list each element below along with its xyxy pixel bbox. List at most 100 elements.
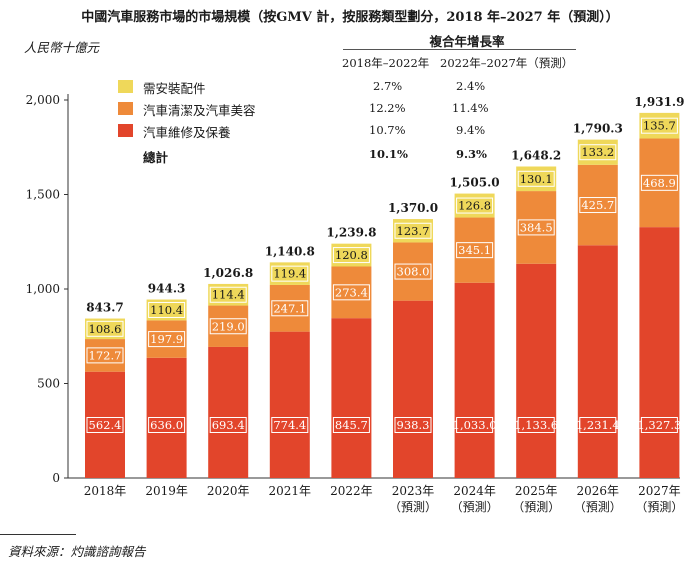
segment-value-label: 273.4 — [335, 285, 368, 299]
segment-label-box — [86, 417, 124, 433]
segment-value-label: 130.1 — [520, 172, 553, 186]
segment-label-box — [394, 222, 432, 239]
segment-value-label: 123.7 — [397, 224, 430, 238]
segment-value-label: 135.7 — [643, 119, 676, 133]
x-tick-note: （預測） — [574, 500, 622, 514]
segment-value-label: 172.7 — [89, 348, 122, 362]
chart-title: 中國汽車服務市場的市場規模（按GMV 計，按服務類型劃分，2018 年–2027… — [81, 10, 619, 25]
segment-label-box — [579, 417, 617, 433]
segment-label-box — [332, 417, 370, 433]
x-tick-label: 2018年 — [84, 484, 127, 498]
segment-value-label: 110.4 — [150, 303, 183, 317]
legend-swatch-repair — [118, 124, 133, 137]
bar-segment-repair — [393, 300, 433, 478]
segment-value-label: 425.7 — [581, 198, 614, 212]
segment-value-label: 1,133.6 — [514, 418, 558, 432]
x-tick-label: 2021年 — [269, 484, 312, 498]
segment-label-box — [394, 263, 432, 280]
segment-label-box — [209, 417, 247, 433]
segment-value-label: 119.4 — [273, 267, 306, 281]
x-tick-label: 2025年 — [515, 484, 558, 498]
total-value-label: 1,931.9 — [634, 95, 684, 109]
x-tick-note: （預測） — [635, 500, 683, 514]
y-tick-label: 1,000 — [26, 282, 60, 296]
x-tick-note: （預測） — [512, 500, 560, 514]
segment-value-label: 468.9 — [643, 176, 676, 190]
segment-label-box — [640, 417, 678, 433]
x-tick-label: 2024年 — [453, 484, 496, 498]
x-tick-label: 2019年 — [145, 484, 188, 498]
legend-swatch-accessories — [118, 80, 133, 93]
x-tick-label: 2022年 — [330, 484, 373, 498]
total-value-label: 843.7 — [86, 301, 124, 315]
x-tick-label: 2023年 — [392, 484, 435, 498]
cagr-period-1: 2018年–2022年 — [342, 56, 430, 70]
cagr-repair-p2: 9.4% — [456, 123, 486, 137]
segment-value-label: 845.7 — [335, 418, 368, 432]
segment-value-label: 197.9 — [150, 332, 183, 346]
segment-label-box — [271, 417, 309, 433]
legend-label-repair: 汽車維修及保養 — [143, 125, 231, 140]
segment-label-box — [148, 417, 186, 433]
segment-value-label: 345.1 — [458, 243, 491, 257]
segment-label-box — [579, 197, 617, 214]
segment-value-label: 126.8 — [458, 199, 491, 213]
y-tick-label: 0 — [52, 471, 60, 485]
segment-label-box — [271, 300, 309, 317]
bar-segment-repair — [639, 227, 680, 478]
x-tick-label: 2027年 — [638, 484, 681, 498]
segment-label-box — [456, 242, 494, 259]
segment-value-label: 133.2 — [581, 145, 614, 159]
source-note: 資料來源：灼識諮詢報告 — [8, 544, 146, 559]
segment-value-label: 938.3 — [397, 418, 430, 432]
x-tick-label: 2026年 — [577, 484, 620, 498]
segment-label-box — [517, 417, 555, 433]
segment-value-label: 108.6 — [89, 322, 122, 336]
cagr-cleaning-p1: 12.2% — [369, 101, 406, 115]
segment-label-box — [517, 170, 555, 187]
segment-label-box — [456, 197, 494, 214]
bar-segment-repair — [516, 263, 557, 478]
segment-value-label: 384.5 — [520, 220, 553, 234]
bar-segment-repair — [454, 282, 495, 478]
segment-label-box — [640, 117, 678, 134]
source-rule — [0, 534, 76, 535]
legend-swatch-cleaning — [118, 102, 133, 115]
segment-value-label: 1,327.3 — [637, 418, 681, 432]
segment-value-label: 562.4 — [89, 418, 122, 432]
x-tick-label: 2020年 — [207, 484, 250, 498]
total-value-label: 1,505.0 — [450, 176, 500, 190]
segment-label-box — [86, 347, 124, 364]
segment-label-box — [271, 265, 309, 282]
segment-value-label: 114.4 — [212, 288, 245, 302]
bar-segment-repair — [208, 346, 249, 478]
cagr-accessories-p1: 2.7% — [373, 79, 403, 93]
cagr-total-p1: 10.1% — [369, 147, 408, 161]
legend-label-accessories: 需安裝配件 — [143, 81, 206, 96]
segment-label-box — [209, 286, 247, 303]
segment-value-label: 1,231.4 — [576, 418, 620, 432]
x-tick-note: （預測） — [389, 500, 437, 514]
segment-value-label: 219.0 — [212, 319, 245, 333]
cagr-cleaning-p2: 11.4% — [452, 101, 489, 115]
x-tick-note: （預測） — [451, 500, 499, 514]
segment-value-label: 247.1 — [273, 301, 306, 315]
cagr-period-2: 2022年–2027年（預測） — [440, 56, 574, 70]
segment-label-box — [148, 301, 186, 318]
segment-label-box — [640, 174, 678, 191]
segment-label-box — [148, 331, 186, 348]
cagr-accessories-p2: 2.4% — [456, 79, 486, 93]
total-value-label: 1,370.0 — [388, 201, 438, 215]
legend-label-total: 總計 — [143, 150, 169, 165]
y-tick-label: 1,500 — [26, 188, 60, 202]
bar-segment-repair — [269, 331, 310, 478]
y-tick-label: 500 — [37, 377, 60, 391]
y-tick-label: 2,000 — [26, 93, 60, 107]
segment-label-box — [209, 318, 247, 335]
segment-label-box — [86, 320, 124, 337]
cagr-total-p2: 9.3% — [456, 147, 487, 161]
segment-value-label: 636.0 — [150, 418, 183, 432]
cagr-title-rule — [343, 49, 576, 50]
